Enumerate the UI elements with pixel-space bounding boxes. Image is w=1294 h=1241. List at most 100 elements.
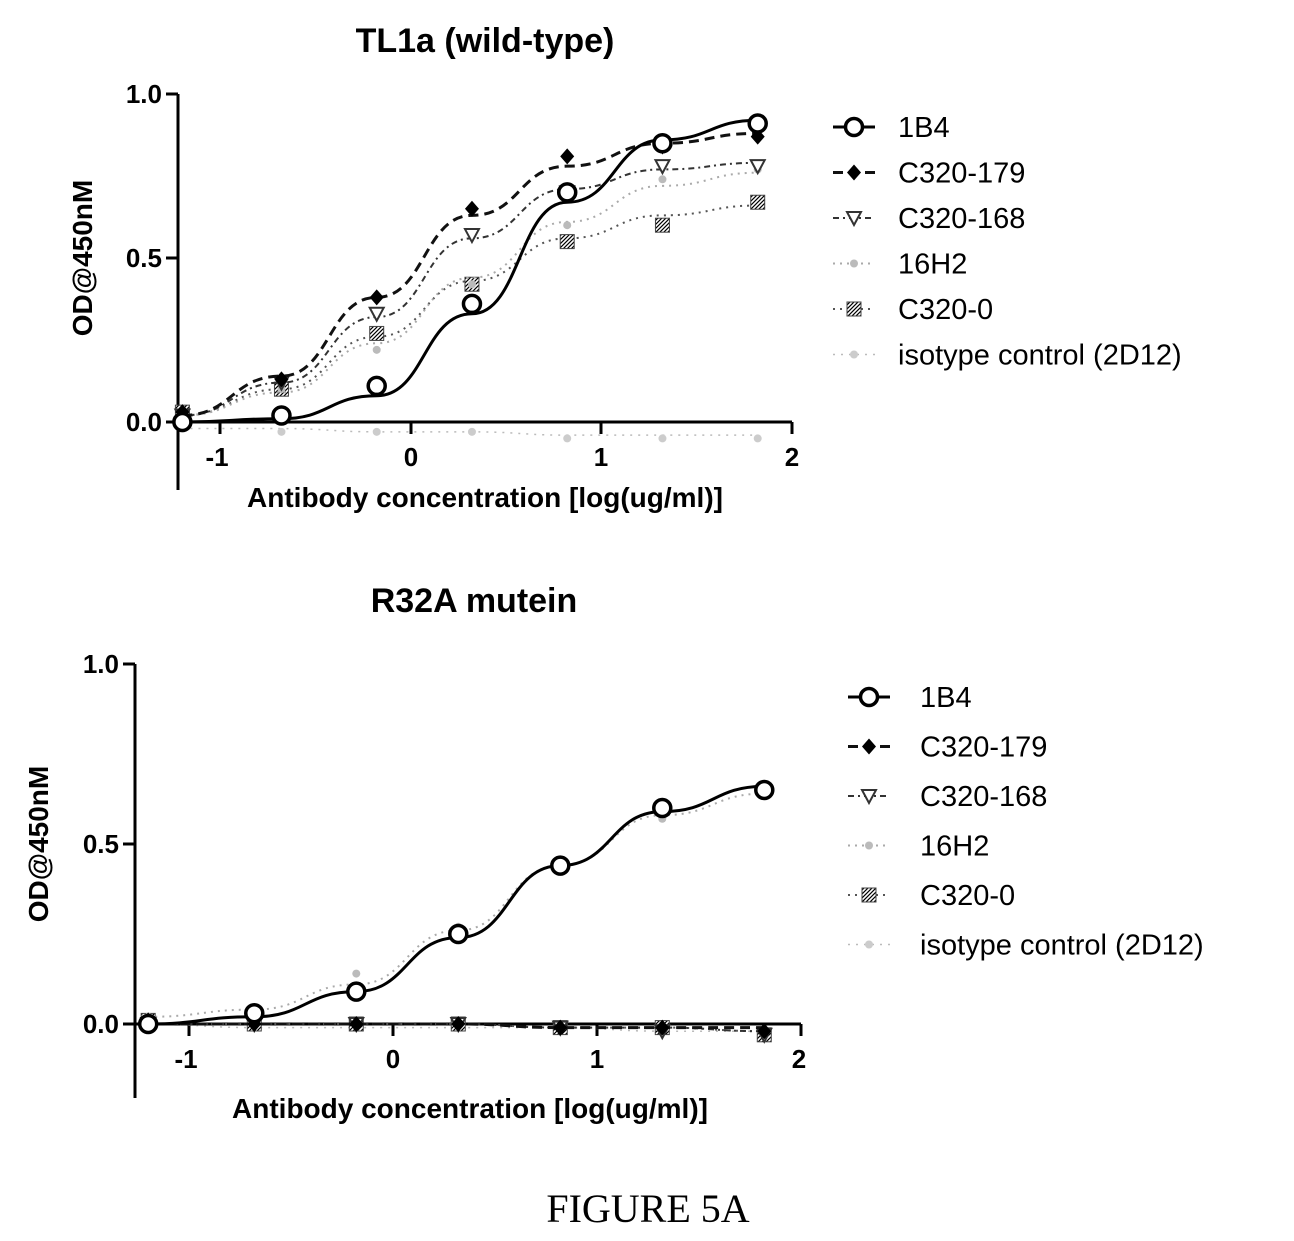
legend-label: isotype control (2D12) [920,930,1204,962]
data-point [757,1023,772,1040]
legend-item: C320-0 [848,880,1015,912]
legend-label: isotype control (2D12) [898,340,1182,372]
data-point [277,427,286,436]
data-point [556,182,578,203]
legend-label: 1B4 [920,682,972,714]
fit-curve [182,131,758,417]
chart-panel-tl1a: TL1a (wild-type) 1.0 0.5 0.0 OD@450nM -1… [67,22,1182,513]
data-point [754,779,775,801]
legend-label: 16H2 [920,831,989,863]
x-tick-label: 2 [792,1044,806,1074]
y-tick-label: 1.0 [83,649,119,679]
data-point [563,434,572,443]
plot-area [137,779,775,1044]
data-point [349,1016,364,1032]
x-tick-label: 1 [590,1044,604,1074]
x-tick-label: -1 [205,442,228,472]
data-point [658,434,667,443]
legend-marker [860,789,878,806]
data-point [369,325,385,341]
series-16h2 [144,789,769,1021]
y-tick-label: 0.0 [126,407,162,437]
plot-area [172,113,768,443]
x-axis-label: Antibody concentration [log(ug/ml)] [232,1093,708,1124]
data-point [550,855,571,876]
legend-marker [862,738,876,755]
legend-marker [850,259,858,268]
data-point [750,194,766,210]
chart-title: TL1a (wild-type) [356,22,615,60]
legend-marker [846,301,862,317]
legend-label: C320-168 [920,781,1047,813]
data-point [172,411,193,433]
legend-item: 1B4 [833,112,950,144]
data-point [448,923,469,945]
chart-panel-r32a: R32A mutein 1.0 0.5 0.0 OD@450nM -1 0 1 … [23,582,1204,1124]
legend: 1B4 C320-179 C320-168 16H2 C320-0 isotype con… [833,112,1182,372]
legend-marker [845,211,863,228]
data-point [749,159,767,176]
data-point [652,132,673,154]
series-isotype-control-2d12 [178,424,762,443]
fit-curve [148,792,765,1018]
legend-marker [850,350,858,359]
y-tick-label: 0.5 [126,243,162,273]
data-point [346,981,367,1002]
fit-curve [148,784,765,1026]
data-point [563,221,572,230]
data-point [137,1013,159,1035]
data-point [352,969,361,978]
data-point [463,228,481,245]
data-point [451,1016,466,1032]
data-point [553,1019,568,1036]
legend-item: 16H2 [833,249,967,281]
legend-item: C320-168 [848,781,1047,813]
y-tick-label: 0.0 [83,1009,119,1039]
legend-item: C320-179 [848,732,1047,764]
legend-label: C320-179 [920,732,1047,764]
y-axis-label: OD@450nM [67,180,98,336]
data-point [366,375,387,397]
series-c320-179 [175,128,765,421]
legend-marker [843,116,865,138]
legend-item: isotype control (2D12) [833,340,1182,372]
data-point [467,280,476,289]
data-point [559,234,575,250]
legend-item: C320-0 [833,294,993,326]
legend-marker [865,940,873,949]
data-point [244,1002,265,1024]
data-point [560,148,575,165]
legend: 1B4 C320-179 C320-168 16H2 C320-0 isotype con… [848,682,1204,962]
data-point [368,306,386,323]
y-axis: 1.0 0.5 0.0 OD@450nM [67,79,180,490]
x-tick-label: 0 [404,442,418,472]
y-axis: 1.0 0.5 0.0 OD@450nM [23,649,137,1098]
legend-label: C320-179 [898,158,1025,190]
legend-marker [865,841,873,850]
chart-title: R32A mutein [371,582,578,620]
legend-label: C320-0 [898,294,993,326]
data-point [369,289,384,306]
x-axis-label: Antibody concentration [log(ug/ml)] [247,482,723,513]
data-point [461,293,483,315]
data-point [372,427,381,436]
legend-marker [847,164,861,181]
series-1b4 [172,113,768,433]
legend-label: 16H2 [898,249,967,281]
y-axis-label: OD@450nM [23,766,54,922]
x-tick-label: -1 [174,1044,197,1074]
legend-item: 16H2 [848,831,989,863]
data-point [653,159,672,176]
data-point [372,345,381,354]
series-1b4 [137,779,775,1035]
data-point [655,1019,670,1036]
legend-marker [861,887,877,903]
data-point [274,371,289,388]
x-axis: -1 0 1 2 Antibody concentration [log(ug/… [135,1022,806,1124]
y-tick-label: 1.0 [126,79,162,109]
legend-label: 1B4 [898,112,950,144]
legend-item: C320-168 [833,203,1025,235]
data-point [658,175,667,184]
legend-item: 1B4 [848,682,972,714]
